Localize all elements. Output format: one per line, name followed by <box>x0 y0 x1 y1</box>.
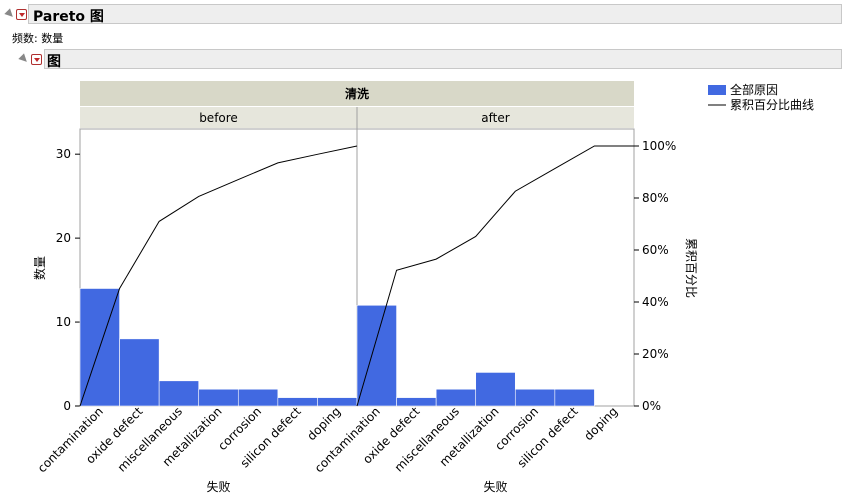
red-triangle-menu-icon[interactable] <box>16 9 27 20</box>
y-axis-title: 数量 <box>32 256 47 280</box>
bar <box>514 388 556 407</box>
y-tick-label: 0 <box>63 399 71 413</box>
cumulative-percent-line <box>79 145 358 407</box>
report-title: Pareto 图 <box>33 9 104 25</box>
cumulative-percent-line <box>356 145 634 407</box>
bar <box>158 380 200 407</box>
group-header-label: 清洗 <box>345 86 369 101</box>
red-triangle-menu-icon[interactable] <box>31 54 42 65</box>
section-title: 图 <box>47 54 61 70</box>
bar <box>396 397 437 407</box>
x-axis-title: 失败 <box>206 479 230 494</box>
y2-tick-label: 60% <box>642 243 669 257</box>
x-tick-label: contamination <box>35 404 106 475</box>
y-tick-label: 30 <box>56 147 71 161</box>
panel-header-label: before <box>199 111 238 125</box>
bar <box>435 388 477 407</box>
x-axis-title: 失败 <box>483 479 507 494</box>
bar <box>317 397 358 407</box>
bar <box>475 372 516 407</box>
panel-header <box>357 107 634 128</box>
x-tick-label: doping <box>304 404 343 443</box>
bar <box>198 388 239 407</box>
bar <box>277 397 318 407</box>
legend-label: 累积百分比曲线 <box>730 98 814 112</box>
panel-header <box>80 107 357 128</box>
pareto-report-header <box>28 4 842 24</box>
y2-tick-label: 0% <box>642 399 661 413</box>
y2-tick-label: 100% <box>642 139 676 153</box>
y2-axis-title: 累积百分比 <box>684 238 698 298</box>
bar <box>119 338 160 407</box>
graph-section-header <box>44 49 842 69</box>
y2-tick-label: 80% <box>642 191 669 205</box>
group-header <box>80 81 634 106</box>
legend-label: 全部原因 <box>730 82 778 97</box>
y2-tick-label: 20% <box>642 347 669 361</box>
y2-tick-label: 40% <box>642 295 669 309</box>
panel-header-label: after <box>481 111 509 125</box>
y-tick-label: 20 <box>56 231 71 245</box>
bar <box>356 304 397 407</box>
bar <box>554 388 595 407</box>
x-tick-label: doping <box>581 404 620 443</box>
legend-bar-swatch <box>708 85 726 95</box>
bar <box>237 388 279 407</box>
y-tick-label: 10 <box>56 315 71 329</box>
frequency-label: 频数: 数量 <box>12 32 64 45</box>
